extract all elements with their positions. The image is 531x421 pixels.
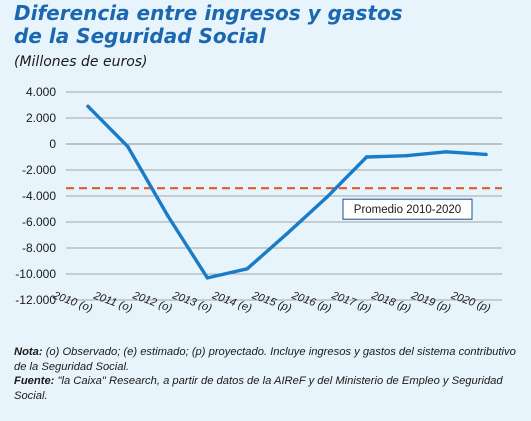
data-point <box>86 104 90 108</box>
x-tick-label: 2019 (p) <box>409 289 453 315</box>
chart-title: Diferencia entre ingresos y gastos de la… <box>14 2 514 48</box>
data-point <box>484 152 488 157</box>
y-tick-label: -10.000 <box>15 267 56 281</box>
series-line <box>86 104 488 280</box>
data-point <box>165 213 170 218</box>
source-line: Fuente: "la Caixa" Research, a partir de… <box>14 374 519 403</box>
x-tick-label: 2017 (p) <box>329 289 373 315</box>
y-tick-label: 2.000 <box>26 111 56 125</box>
y-tick-label: -12.000 <box>15 293 56 307</box>
x-axis-ticks: 2010 (o)2011 (o)2012 (o)2013 (o)2014 (e)… <box>51 289 493 315</box>
data-point <box>205 276 210 280</box>
x-tick-label: 2013 (o) <box>170 289 214 315</box>
line-chart: 4.000 2.000 0 -2.000 -4.000 -6.000 -8.000 -10.0… <box>15 85 502 315</box>
y-tick-label: -6.000 <box>22 215 56 229</box>
chart-notes: Nota: (o) Observado; (e) estimado; (p) p… <box>14 345 519 403</box>
data-point <box>126 144 130 149</box>
gridlines <box>66 91 502 301</box>
data-point <box>245 267 249 271</box>
x-tick-label: 2020 (p) <box>449 289 493 315</box>
data-point <box>325 195 329 199</box>
y-tick-label: 0 <box>49 137 56 151</box>
x-tick-label: 2010 (o) <box>51 289 95 315</box>
data-point <box>364 155 369 159</box>
data-point <box>444 150 448 154</box>
source-text: "la Caixa" Research, a partir de datos d… <box>14 375 503 402</box>
note-label: Nota: <box>14 346 43 358</box>
chart-title-line-1: Diferencia entre ingresos y gastos <box>14 1 403 25</box>
data-point <box>404 154 409 158</box>
average-label-box <box>342 198 473 220</box>
average-reference: Promedio 2010-2020 <box>66 187 502 220</box>
x-tick-label: 2016 (p) <box>289 289 333 315</box>
series-layer <box>86 104 488 280</box>
data-point <box>285 232 289 236</box>
y-axis-ticks: 4.000 2.000 0 -2.000 -4.000 -6.000 -8.000 -10.0… <box>15 85 56 307</box>
note-text: (o) Observado; (e) estimado; (p) proyect… <box>14 346 516 373</box>
x-tick-label: 2014 (e) <box>210 289 254 315</box>
y-tick-label: -8.000 <box>22 241 56 255</box>
x-tick-label: 2011 (o) <box>91 289 134 314</box>
y-tick-label: 4.000 <box>26 85 56 99</box>
source-label: Fuente: <box>14 375 55 388</box>
x-tick-label: 2015 (p) <box>250 289 294 315</box>
chart-subtitle: (Millones de euros) <box>14 54 148 70</box>
x-tick-label: 2018 (p) <box>369 289 413 315</box>
average-label: Promedio 2010-2020 <box>354 204 461 216</box>
note-line: Nota: (o) Observado; (e) estimado; (p) p… <box>14 345 519 374</box>
x-tick-label: 2012 (o) <box>130 289 174 315</box>
chart-title-line-2: de la Seguridad Social <box>14 24 266 48</box>
y-tick-label: -4.000 <box>22 189 56 203</box>
y-tick-label: -2.000 <box>22 163 56 177</box>
